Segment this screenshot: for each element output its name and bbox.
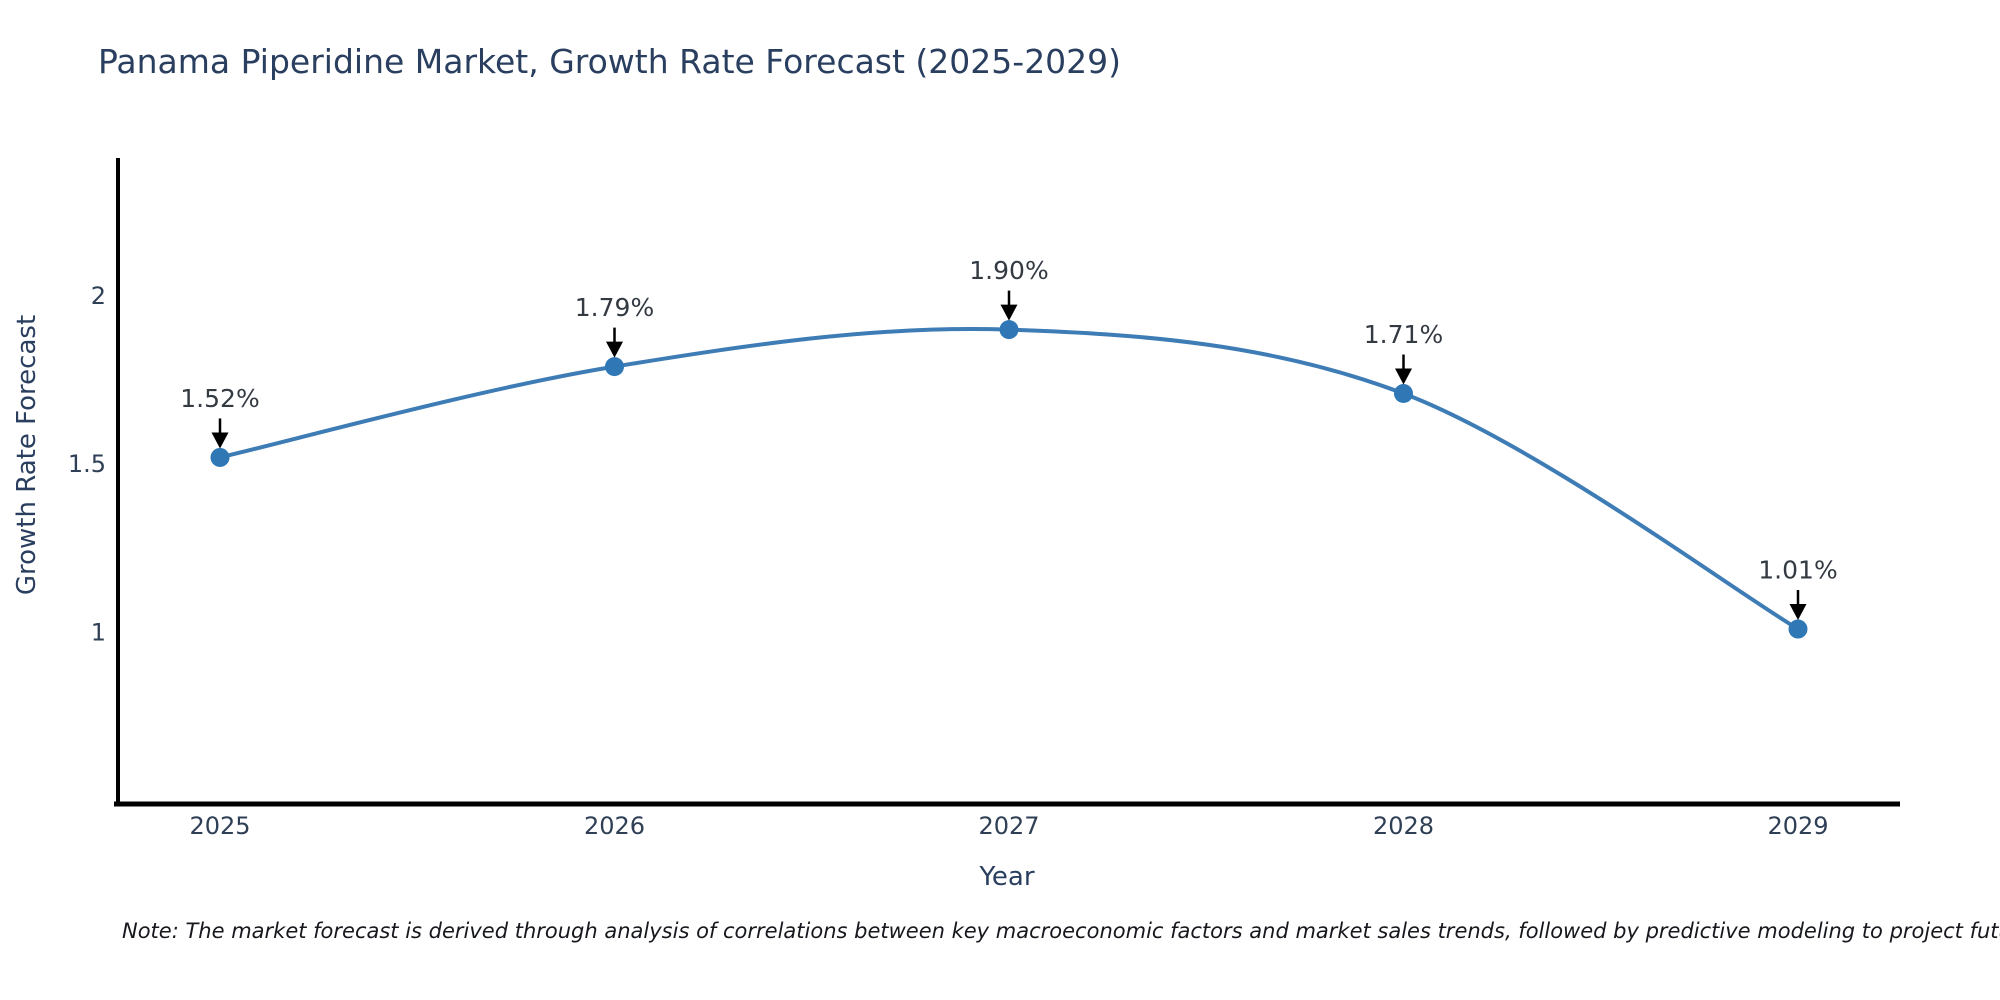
annotation-arrow-head — [1000, 304, 1018, 321]
data-point-2028 — [1394, 384, 1413, 404]
chart-note: Note: The market forecast is derived thr… — [122, 919, 2000, 943]
annotation-arrow-head — [1789, 604, 1807, 621]
y-tick-label: 1 — [91, 618, 106, 646]
annotation-arrow-head — [606, 341, 623, 358]
y-tick-label: 2 — [91, 282, 106, 310]
annotation-label: 1.01% — [1758, 556, 1837, 585]
x-axis-title: Year — [979, 862, 1035, 892]
data-point-2025 — [210, 447, 230, 467]
x-tick-label: 2025 — [189, 812, 250, 840]
annotation-arrow-head — [1395, 368, 1412, 385]
x-tick-label: 2026 — [584, 812, 645, 840]
data-point-2026 — [605, 357, 624, 377]
x-tick-label: 2028 — [1373, 812, 1434, 840]
x-tick-label: 2027 — [978, 812, 1039, 840]
annotation-label: 1.71% — [1364, 320, 1443, 349]
annotation-label: 1.90% — [969, 256, 1048, 285]
data-point-2029 — [1788, 619, 1808, 639]
chart-title: Panama Piperidine Market, Growth Rate Fo… — [98, 42, 1122, 81]
annotation-label: 1.52% — [180, 384, 259, 413]
y-tick-label: 1.5 — [68, 450, 106, 478]
data-point-2027 — [999, 320, 1019, 340]
annotation-arrow-head — [211, 432, 229, 449]
x-tick-label: 2029 — [1767, 812, 1828, 840]
trend-line — [218, 326, 1800, 631]
annotation-label: 1.79% — [575, 293, 654, 322]
